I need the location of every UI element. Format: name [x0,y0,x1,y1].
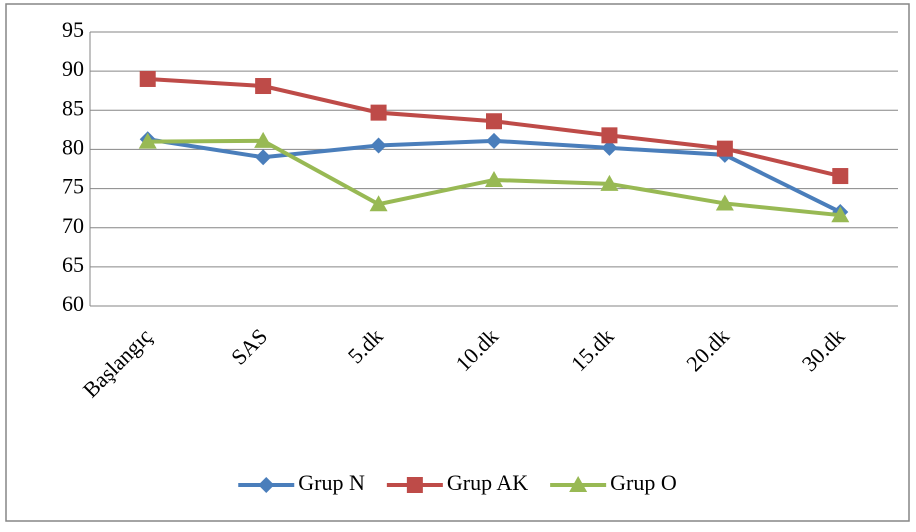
marker [601,139,618,156]
marker [486,132,502,149]
marker [600,174,619,191]
legend-label: Grup N [298,470,365,495]
y-tick-label: 95 [62,17,84,42]
legend-label: Grup O [610,470,677,495]
marker [370,104,387,121]
y-tick-label: 70 [62,213,84,238]
marker [485,170,503,187]
legend-label: Grup AK [447,470,528,495]
marker [370,137,387,154]
chart-border [5,3,910,522]
marker [254,131,273,148]
y-tick-label: 80 [62,134,84,159]
y-tick-label: 75 [62,174,84,199]
legend-marker [258,477,275,493]
marker [255,149,272,166]
marker [255,78,272,95]
marker [832,168,849,185]
marker [486,113,502,130]
marker [831,206,850,223]
marker [716,140,733,157]
marker [715,194,734,211]
marker [369,195,388,212]
marker [601,127,618,144]
legend-marker [569,476,588,492]
y-tick-label: 60 [62,291,84,316]
legend-marker [406,477,423,493]
y-tick-label: 65 [62,252,84,277]
y-tick-label: 90 [62,56,84,81]
marker [138,132,157,149]
y-tick-label: 85 [62,95,84,120]
legend: Grup N Grup AK Grup O [238,470,677,495]
marker [139,70,156,87]
